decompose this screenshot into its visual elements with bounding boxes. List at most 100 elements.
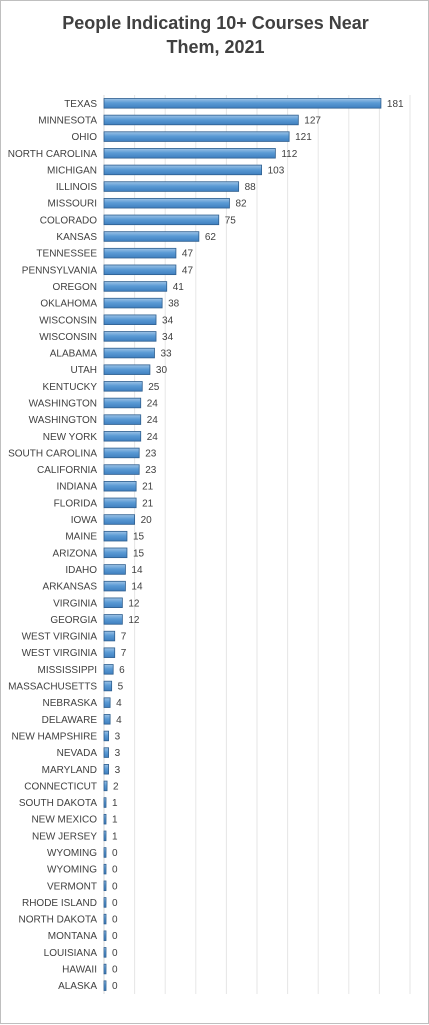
category-label: GEORGIA [50,615,97,626]
bar [103,98,382,109]
bar [103,264,177,276]
category-label: WISCONSIN [39,332,97,343]
bar [103,730,109,742]
bar [103,747,109,758]
data-label: 14 [131,582,143,593]
data-label: 6 [119,665,125,676]
category-label: CONNECTICUT [24,781,97,792]
bar [103,813,107,825]
bar [103,680,113,692]
data-label: 3 [115,748,121,759]
data-label: 3 [115,765,121,776]
category-label: KANSAS [56,232,97,243]
data-label: 20 [141,515,153,526]
data-label: 30 [156,365,168,376]
bar [103,331,157,342]
bar [103,447,140,459]
data-label: 127 [304,115,321,126]
data-label: 62 [205,232,217,243]
bar [103,547,128,559]
bar [103,580,126,592]
category-label: MICHIGAN [47,165,97,176]
data-label: 38 [168,299,180,310]
bar [103,314,157,325]
bar [103,364,151,375]
bar [103,247,177,259]
bar [103,347,155,359]
bar [103,414,142,425]
data-label: 5 [118,682,124,693]
bar [103,630,116,642]
data-label: 34 [162,332,174,343]
data-label: 181 [387,99,404,110]
data-label: 12 [128,615,140,626]
data-label: 121 [295,132,312,143]
bar [103,947,107,958]
category-label: OKLAHOMA [40,299,97,310]
category-label: COLORADO [40,215,97,226]
bar [103,897,107,908]
data-label: 0 [112,898,118,909]
data-label: 23 [145,448,157,459]
bar [103,464,140,475]
category-label: ALASKA [58,981,97,992]
data-label: 3 [115,731,121,742]
bar [103,281,168,292]
data-label: 4 [116,715,122,726]
category-label: SOUTH DAKOTA [19,798,97,809]
data-label: 24 [147,432,159,443]
data-label: 15 [133,548,145,559]
data-label: 23 [145,465,157,476]
bar [103,764,109,775]
category-label: IDAHO [65,565,97,576]
bar [103,597,123,608]
data-label: 14 [131,565,143,576]
bar [103,830,107,842]
category-label: OHIO [71,132,97,143]
category-label: NEW YORK [43,432,98,443]
bar [103,614,123,625]
category-label: IOWA [71,515,98,526]
category-label: KENTUCKY [43,382,98,393]
category-label: RHODE ISLAND [22,898,97,909]
data-label: 2 [113,781,119,792]
data-label: 7 [121,632,127,643]
data-label: 33 [160,349,172,360]
bar [103,963,107,975]
category-label: NORTH DAKOTA [18,915,97,926]
chart-title: People Indicating 10+ Courses Near Them,… [62,13,369,57]
data-label: 0 [112,948,118,959]
category-label: WYOMING [47,848,97,859]
data-label: 47 [182,265,194,276]
data-label: 112 [281,149,297,160]
data-label: 1 [112,831,118,842]
data-label: 82 [235,199,247,210]
data-label: 75 [225,215,237,226]
data-label: 103 [268,165,285,176]
bar [103,930,107,941]
bar [103,564,126,575]
bar [103,397,142,409]
bar [103,530,128,542]
data-label: 41 [173,282,185,293]
category-label: CALIFORNIA [37,465,97,476]
bar [103,880,107,892]
category-label: MAINE [65,532,97,543]
bar [103,863,107,875]
category-label: WASHINGTON [29,415,97,426]
category-label: VIRGINIA [53,598,97,609]
category-label: MARYLAND [42,765,97,776]
data-label: 0 [112,931,118,942]
category-label: NEW HAMPSHIRE [11,731,97,742]
category-label: ARKANSAS [43,582,98,593]
data-label: 21 [142,482,154,493]
bar [103,297,163,309]
data-label: 24 [147,415,159,426]
bar [103,114,299,126]
data-label: 12 [128,598,140,609]
data-label: 24 [147,398,159,409]
bar [103,431,142,442]
category-label: HAWAII [62,965,97,976]
category-label: NEVADA [57,748,98,759]
category-label: WEST VIRGINIA [22,648,98,659]
